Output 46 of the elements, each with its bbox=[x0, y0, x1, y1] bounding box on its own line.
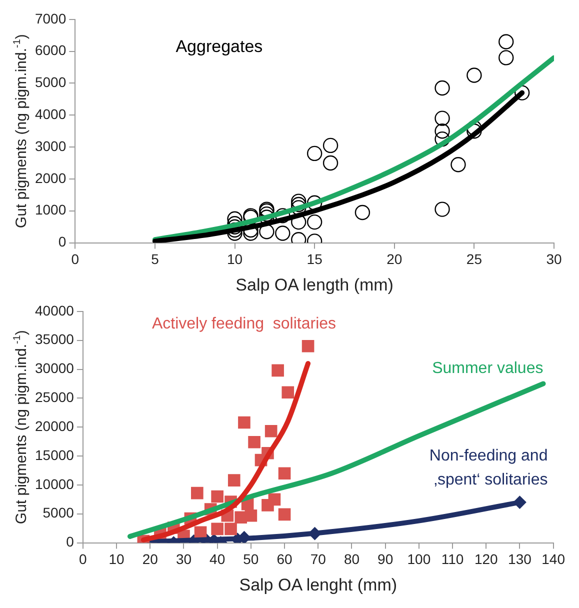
x-tick-label: 40 bbox=[210, 551, 226, 568]
x-tick-label: 110 bbox=[441, 551, 464, 568]
x-tick-label: 90 bbox=[378, 551, 394, 568]
y-tick-label: 0 bbox=[58, 234, 66, 250]
y-tick-label: 1000 bbox=[34, 202, 66, 218]
x-tick-label: 15 bbox=[306, 251, 323, 268]
x-tick-label: 130 bbox=[508, 551, 532, 568]
annotation: Aggregates bbox=[176, 37, 263, 56]
y-tick-label: 20000 bbox=[34, 418, 74, 434]
x-tick-label: 140 bbox=[542, 551, 566, 568]
y-tick-label: 40000 bbox=[34, 302, 74, 318]
y-tick-label: 2000 bbox=[34, 170, 66, 186]
x-tick-label: 100 bbox=[407, 551, 431, 568]
x-axis-title: Salp OA lenght (mm) bbox=[239, 575, 398, 594]
y-tick-label: 0 bbox=[66, 534, 74, 550]
x-tick-label: 10 bbox=[108, 551, 125, 568]
x-tick-label: 25 bbox=[466, 251, 482, 268]
x-tick-label: 50 bbox=[243, 551, 259, 568]
series-label: Actively feeding solitaries bbox=[152, 316, 336, 333]
x-tick-label: 60 bbox=[276, 551, 293, 568]
y-tick-label: 7000 bbox=[34, 10, 66, 26]
y-tick-label: 30000 bbox=[34, 360, 74, 376]
y-tick-label: 10000 bbox=[34, 476, 74, 492]
x-tick-label: 80 bbox=[344, 551, 360, 568]
y-tick-label: 5000 bbox=[34, 74, 66, 90]
x-tick-label: 10 bbox=[226, 251, 243, 268]
series-label: Non-feeding and ‚spent‘ solitaries bbox=[429, 448, 548, 489]
x-tick-label: 20 bbox=[142, 551, 158, 568]
y-tick-label: 6000 bbox=[34, 42, 66, 58]
x-tick-label: 30 bbox=[176, 551, 192, 568]
x-axis-title: Salp OA length (mm) bbox=[236, 275, 394, 294]
x-tick-label: 70 bbox=[310, 551, 326, 568]
y-tick-label: 4000 bbox=[34, 106, 66, 122]
y-tick-label: 35000 bbox=[34, 331, 74, 348]
y-axis-title: Gut pigments (ng pigm.ind.-1) bbox=[12, 330, 30, 524]
series-label: Summer values bbox=[432, 360, 544, 378]
x-tick-label: 0 bbox=[79, 551, 88, 568]
y-axis-title: Gut pigments (ng pigm.ind.-1) bbox=[12, 34, 30, 228]
x-tick-label: 120 bbox=[474, 551, 498, 568]
y-tick-label: 5000 bbox=[42, 504, 74, 521]
y-tick-label: 15000 bbox=[34, 446, 74, 463]
y-tick-label: 25000 bbox=[34, 389, 74, 406]
y-tick-label: 3000 bbox=[34, 138, 66, 154]
x-tick-label: 5 bbox=[151, 251, 160, 268]
x-tick-label: 20 bbox=[386, 251, 402, 268]
x-tick-label: 30 bbox=[546, 251, 562, 268]
